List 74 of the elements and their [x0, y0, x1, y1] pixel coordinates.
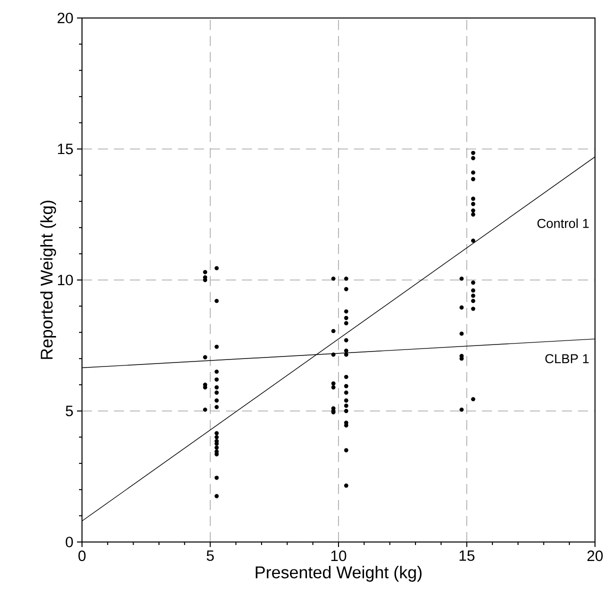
point	[214, 494, 219, 498]
point	[344, 287, 348, 292]
y-tick-label: 10	[58, 274, 73, 286]
series-label: CLBP 1	[545, 354, 589, 364]
point	[344, 448, 348, 452]
point	[214, 298, 219, 304]
point	[344, 352, 348, 357]
point	[214, 385, 219, 390]
point	[471, 196, 476, 201]
point	[344, 321, 348, 326]
point	[331, 385, 336, 390]
point	[214, 452, 219, 456]
point	[460, 332, 464, 336]
point	[214, 431, 219, 436]
point	[471, 202, 476, 206]
point	[344, 384, 348, 388]
point	[460, 276, 464, 281]
y-tick-label: 0	[66, 536, 73, 548]
point	[214, 370, 219, 374]
point	[471, 150, 476, 156]
point	[471, 156, 476, 160]
point	[471, 212, 476, 217]
point	[203, 270, 208, 274]
point	[471, 280, 476, 285]
point	[471, 177, 476, 182]
point	[344, 374, 348, 380]
point	[344, 390, 348, 395]
point	[203, 355, 208, 360]
point	[471, 208, 476, 213]
point	[471, 170, 476, 175]
y-tick-label: 15	[58, 144, 73, 154]
x-tick-label: 20	[587, 550, 603, 562]
point	[344, 309, 348, 314]
point	[331, 328, 336, 334]
point	[331, 276, 336, 281]
point	[344, 348, 348, 353]
point	[214, 266, 219, 270]
point	[344, 484, 348, 488]
x-tick-label: 0	[78, 550, 86, 562]
point	[471, 238, 476, 243]
point	[471, 294, 476, 298]
x-tick-label: 15	[460, 550, 474, 561]
y-tick-label: 20	[58, 12, 73, 24]
point	[331, 352, 336, 357]
point	[460, 408, 464, 412]
point	[214, 377, 219, 382]
point	[344, 338, 348, 342]
point	[214, 446, 219, 450]
point	[214, 398, 219, 403]
point	[460, 305, 464, 310]
point	[214, 442, 219, 446]
point	[471, 288, 476, 293]
point	[344, 276, 348, 281]
point	[471, 306, 476, 311]
point	[344, 398, 348, 403]
x-axis-title: Presented Weight (kg)	[256, 566, 422, 582]
point	[214, 344, 219, 349]
point	[203, 385, 208, 390]
point	[214, 435, 219, 440]
x-tick-label: 10	[331, 550, 346, 562]
series-label: Control 1	[537, 218, 589, 228]
point	[344, 404, 348, 408]
point	[214, 390, 219, 395]
point	[203, 408, 208, 412]
point	[471, 397, 476, 402]
x-tick-label: 5	[206, 550, 214, 561]
point	[214, 404, 219, 410]
point	[214, 476, 219, 480]
y-axis-title: Reported Weight (kg)	[40, 200, 56, 359]
point	[331, 381, 336, 386]
point	[344, 316, 348, 320]
point	[471, 298, 476, 304]
point	[344, 408, 348, 414]
y-tick-label: 5	[66, 406, 73, 416]
